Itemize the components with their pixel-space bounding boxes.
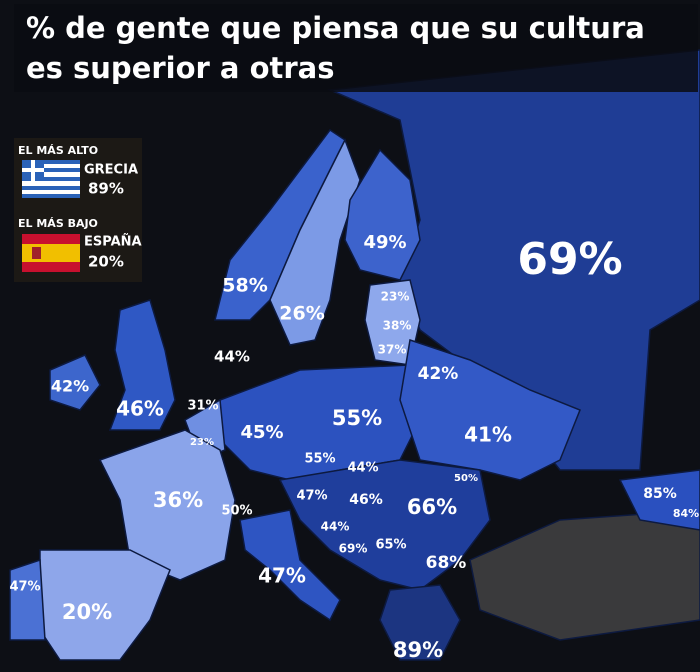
legend-heading: EL MÁS BAJO bbox=[18, 217, 98, 230]
region-label: 47% bbox=[9, 580, 40, 595]
greek-flag bbox=[22, 160, 80, 198]
land bbox=[9, 49, 700, 661]
legend-value: 89% bbox=[88, 180, 124, 198]
region-label: 46% bbox=[349, 492, 383, 508]
region-label: 58% bbox=[222, 275, 267, 297]
region-label: 47% bbox=[296, 489, 327, 504]
region-label: 23% bbox=[190, 437, 214, 448]
region-label: 49% bbox=[363, 232, 406, 253]
central-balkans bbox=[278, 459, 491, 591]
region-label: 20% bbox=[62, 600, 112, 624]
region-labels: 69% 49% 23% 38% 37% 58% 26% 44% 42% 42% 46% 31% 23% 4… bbox=[9, 232, 699, 662]
region-label: 65% bbox=[375, 538, 406, 553]
title: % de gente que piensa que su cultura es … bbox=[14, 4, 698, 92]
region-label: 69% bbox=[517, 234, 622, 285]
italy bbox=[239, 509, 341, 622]
region-label: 85% bbox=[643, 486, 677, 502]
ireland bbox=[49, 354, 101, 411]
caucasus bbox=[618, 469, 700, 531]
region-label: 42% bbox=[418, 364, 459, 384]
region-label: 55% bbox=[332, 406, 382, 430]
turkey-land bbox=[469, 509, 700, 641]
portugal bbox=[9, 558, 46, 641]
region-label: 84% bbox=[673, 507, 699, 520]
finland bbox=[344, 148, 421, 281]
region-label: 37% bbox=[378, 343, 407, 357]
region-label: 44% bbox=[347, 461, 378, 476]
region-label: 44% bbox=[214, 348, 250, 366]
region-label: 23% bbox=[381, 290, 410, 304]
greece bbox=[379, 584, 461, 661]
legend-value: 20% bbox=[88, 253, 124, 271]
legend-heading: EL MÁS ALTO bbox=[18, 144, 98, 157]
region-label: 45% bbox=[240, 422, 283, 443]
region-label: 47% bbox=[258, 564, 306, 588]
region-label: 69% bbox=[339, 542, 368, 556]
sweden bbox=[269, 138, 361, 346]
uk bbox=[108, 299, 176, 431]
region-label: 38% bbox=[383, 319, 412, 333]
region-label: 31% bbox=[187, 399, 218, 414]
region-label: 50% bbox=[454, 473, 478, 484]
legend: EL MÁS ALTO GRECIA 89% EL MÁS BAJO ESPAÑ… bbox=[14, 138, 142, 282]
spanish-flag bbox=[22, 234, 80, 272]
belarus-ukraine bbox=[399, 339, 581, 481]
region-label: 50% bbox=[221, 504, 252, 519]
region-label: 68% bbox=[426, 553, 467, 573]
region-label: 41% bbox=[464, 423, 512, 447]
region-label: 26% bbox=[279, 303, 324, 325]
region-label: 66% bbox=[407, 495, 457, 519]
legend-country: ESPAÑA bbox=[84, 234, 142, 250]
region-label: 42% bbox=[51, 377, 89, 396]
region-label: 55% bbox=[304, 452, 335, 467]
region-label: 36% bbox=[153, 488, 203, 512]
legend-country: GRECIA bbox=[84, 163, 138, 178]
region-label: 46% bbox=[116, 397, 164, 421]
region-label: 44% bbox=[321, 520, 350, 534]
france bbox=[98, 429, 236, 581]
region-label: 89% bbox=[393, 638, 443, 662]
norway bbox=[214, 128, 346, 321]
